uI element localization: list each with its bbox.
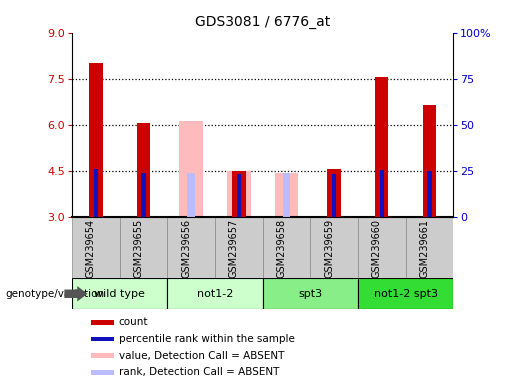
Text: GSM239658: GSM239658 (277, 219, 286, 278)
Bar (263, 217, 310, 278)
Text: spt3: spt3 (298, 289, 322, 299)
Bar (91, 337, 114, 341)
Text: count: count (119, 318, 148, 328)
Text: not1-2 spt3: not1-2 spt3 (373, 289, 438, 299)
Bar (91, 370, 114, 375)
Bar (89, 63, 102, 217)
Text: genotype/variation: genotype/variation (5, 289, 104, 299)
Bar (72, 278, 167, 309)
Bar (167, 278, 263, 309)
Bar (72, 217, 119, 278)
Bar (358, 217, 405, 278)
Bar (232, 171, 246, 217)
Bar (405, 217, 453, 278)
Bar (274, 173, 298, 217)
Bar (91, 353, 114, 358)
Text: not1-2: not1-2 (197, 289, 233, 299)
Bar (187, 173, 195, 217)
Text: GSM239655: GSM239655 (133, 219, 144, 278)
Text: GSM239659: GSM239659 (324, 219, 334, 278)
Bar (179, 121, 203, 217)
Bar (119, 217, 167, 278)
Bar (423, 106, 436, 217)
Bar (91, 320, 114, 325)
Text: GSM239654: GSM239654 (86, 219, 96, 278)
Bar (263, 278, 358, 309)
Bar (332, 174, 336, 217)
Bar (227, 171, 251, 217)
Text: GSM239660: GSM239660 (372, 219, 382, 278)
Text: wild type: wild type (94, 289, 145, 299)
Bar (427, 171, 432, 217)
Bar (215, 217, 263, 278)
Bar (137, 122, 150, 217)
Text: GSM239661: GSM239661 (419, 219, 430, 278)
Bar (94, 169, 98, 217)
Bar (328, 169, 341, 217)
Bar (375, 77, 388, 217)
Bar (237, 174, 241, 217)
Text: rank, Detection Call = ABSENT: rank, Detection Call = ABSENT (119, 367, 279, 377)
Text: value, Detection Call = ABSENT: value, Detection Call = ABSENT (119, 351, 284, 361)
Bar (310, 217, 358, 278)
Text: GSM239656: GSM239656 (181, 219, 191, 278)
Bar (283, 173, 290, 217)
Text: percentile rank within the sample: percentile rank within the sample (119, 334, 295, 344)
Title: GDS3081 / 6776_at: GDS3081 / 6776_at (195, 15, 330, 29)
Bar (142, 173, 146, 217)
Bar (380, 170, 384, 217)
Bar (358, 278, 453, 309)
Bar (167, 217, 215, 278)
Text: GSM239657: GSM239657 (229, 219, 239, 278)
